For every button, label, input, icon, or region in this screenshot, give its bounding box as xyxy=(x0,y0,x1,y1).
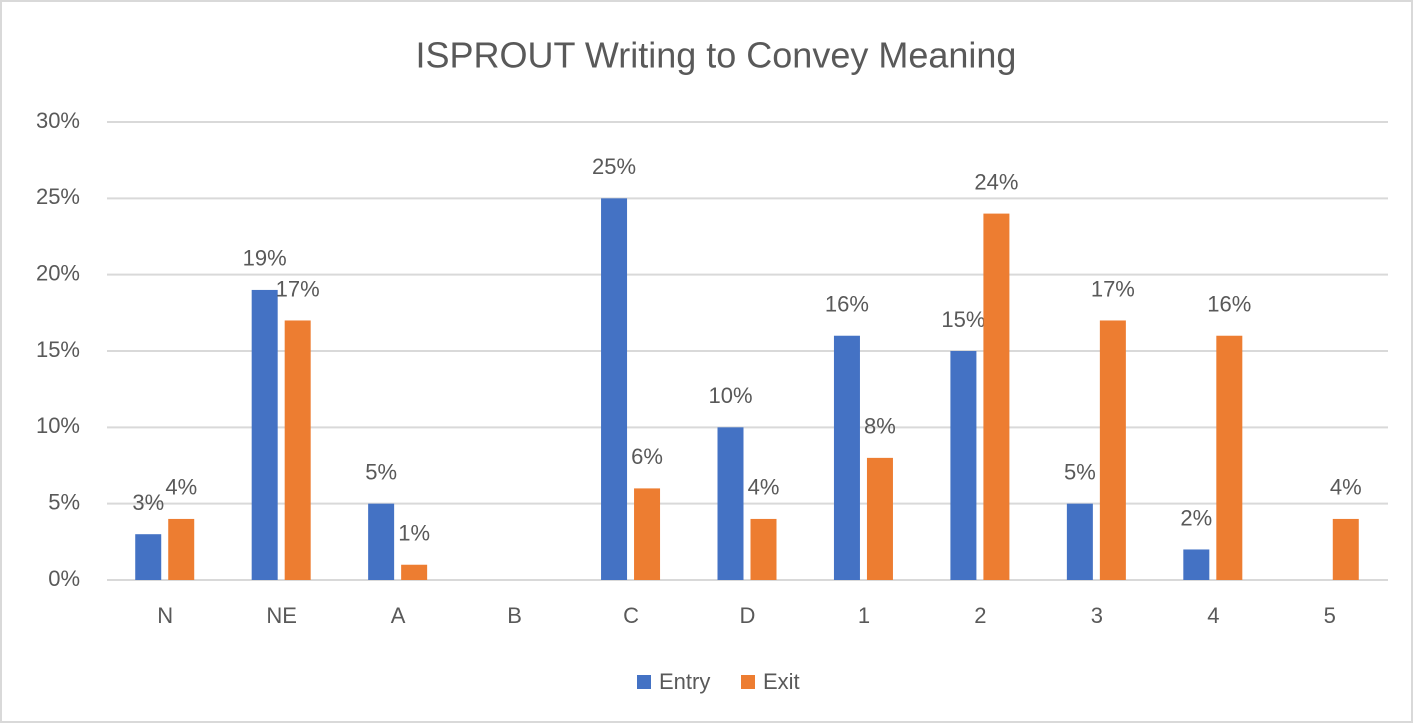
data-label: 17% xyxy=(276,276,320,301)
bar xyxy=(284,320,311,580)
bar xyxy=(634,488,661,580)
y-tick-label: 10% xyxy=(36,413,80,438)
data-label: 4% xyxy=(748,475,780,500)
data-label: 3% xyxy=(132,490,164,515)
data-label: 4% xyxy=(1330,475,1362,500)
data-label: 8% xyxy=(864,414,896,439)
x-tick-label: B xyxy=(507,603,522,628)
bar xyxy=(717,427,744,580)
bar xyxy=(983,213,1010,580)
x-tick-label: 1 xyxy=(858,603,870,628)
x-tick-label: C xyxy=(623,603,639,628)
bar xyxy=(750,518,777,580)
x-tick-label: 5 xyxy=(1324,603,1336,628)
y-tick-label: 0% xyxy=(48,566,80,591)
y-tick-label: 20% xyxy=(36,260,80,285)
data-label: 1% xyxy=(398,521,430,546)
data-label: 16% xyxy=(825,292,869,317)
x-tick-label: 4 xyxy=(1207,603,1219,628)
data-label: 16% xyxy=(1207,292,1251,317)
x-tick-label: 3 xyxy=(1091,603,1103,628)
data-label: 24% xyxy=(974,169,1018,194)
legend-label: Exit xyxy=(763,669,800,694)
bar xyxy=(368,503,395,580)
data-label: 25% xyxy=(592,154,636,179)
bar xyxy=(168,518,195,580)
x-tick-label: NE xyxy=(266,603,297,628)
bar xyxy=(833,335,860,580)
data-label: 6% xyxy=(631,444,663,469)
data-label: 5% xyxy=(365,459,397,484)
bar xyxy=(1332,518,1359,580)
y-tick-label: 5% xyxy=(48,489,80,514)
y-tick-label: 30% xyxy=(36,108,80,133)
bar xyxy=(1099,320,1126,580)
bar xyxy=(1183,549,1210,580)
bar xyxy=(135,534,162,580)
bar xyxy=(601,198,628,581)
data-label: 17% xyxy=(1091,276,1135,301)
bar xyxy=(1216,335,1243,580)
chart-title: ISPROUT Writing to Convey Meaning xyxy=(416,35,1017,76)
y-tick-label: 15% xyxy=(36,337,80,362)
data-label: 19% xyxy=(243,246,287,271)
x-tick-label: A xyxy=(391,603,406,628)
x-tick-label: D xyxy=(740,603,756,628)
x-tick-label: N xyxy=(157,603,173,628)
data-label: 5% xyxy=(1064,459,1096,484)
legend-swatch xyxy=(741,675,755,689)
data-label: 2% xyxy=(1180,505,1212,530)
bar xyxy=(950,351,977,580)
data-label: 10% xyxy=(708,383,752,408)
bar xyxy=(251,289,278,580)
legend-label: Entry xyxy=(659,669,710,694)
bar xyxy=(1066,503,1093,580)
legend-swatch xyxy=(637,675,651,689)
data-label: 4% xyxy=(165,475,197,500)
data-label: 15% xyxy=(941,307,985,332)
bar xyxy=(866,457,893,580)
y-tick-label: 25% xyxy=(36,184,80,209)
x-tick-label: 2 xyxy=(974,603,986,628)
bar xyxy=(401,564,428,580)
